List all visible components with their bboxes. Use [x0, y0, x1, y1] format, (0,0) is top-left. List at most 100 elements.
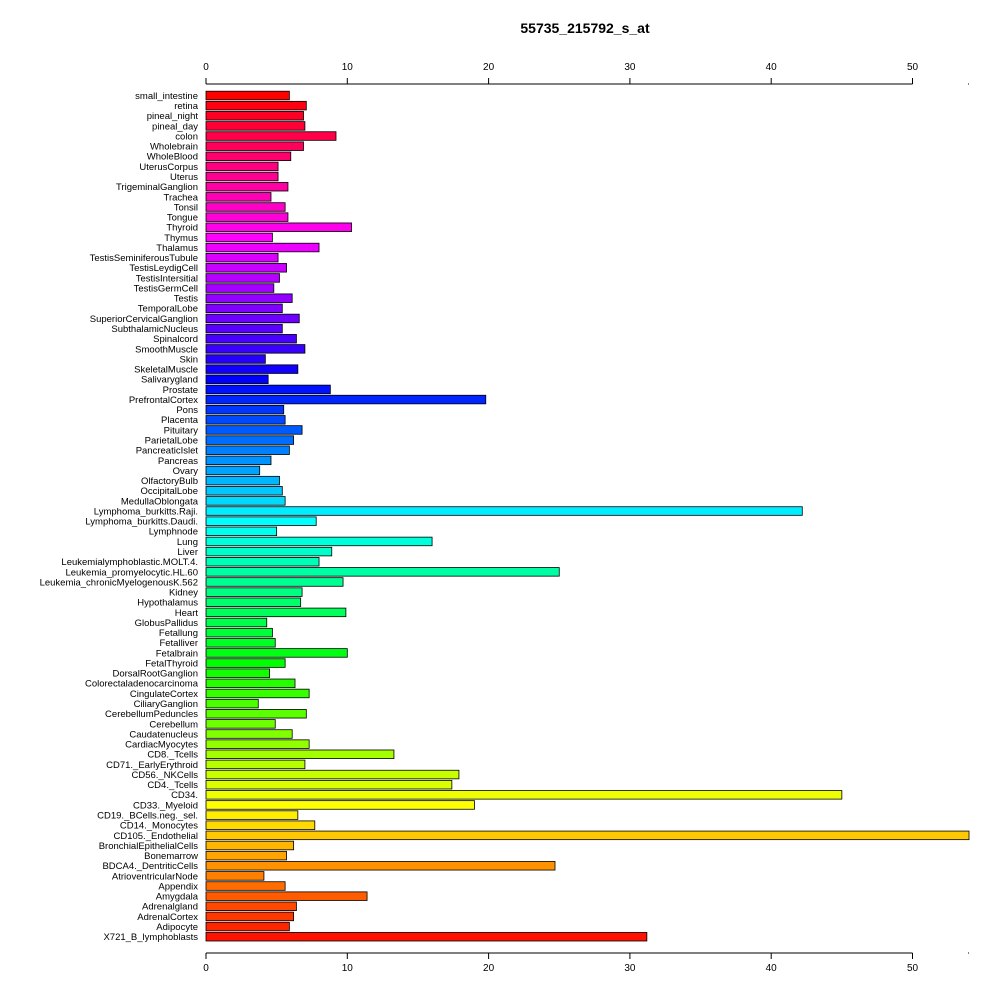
top-axis: 0 10 20 30 40 50: [203, 62, 970, 85]
bar: [205, 891, 368, 901]
bar: [205, 658, 286, 668]
bar: [205, 161, 279, 172]
top-axis-tick-label: 0: [203, 62, 209, 73]
category-label: Fetallung: [159, 628, 198, 639]
bar: [205, 394, 487, 405]
category-label: Leukemialymphoblastic.MOLT.4.: [61, 557, 198, 568]
bar: [205, 587, 303, 597]
bar: [205, 404, 285, 415]
category-label: Cerebellum: [149, 719, 198, 730]
category-label: Thymus: [164, 233, 198, 244]
bottom-axis-tick-label: 10: [342, 963, 354, 974]
category-label: Heart: [175, 608, 199, 619]
category-label: TemporalLobe: [138, 304, 198, 315]
bar: [205, 313, 300, 324]
category-label: CD14._Monocytes: [120, 821, 198, 832]
bar: [205, 364, 299, 374]
bottom-axis-tick-label: 0: [203, 963, 209, 974]
category-label: retina: [174, 101, 198, 112]
top-axis-tick-label: 30: [624, 62, 636, 73]
bar: [205, 151, 292, 162]
bar: [205, 729, 293, 739]
category-label: Placenta: [161, 415, 199, 426]
category-label: Skin: [180, 354, 198, 365]
bar: [205, 739, 310, 749]
bar: [205, 242, 320, 253]
category-label: CD8._Tcells: [147, 750, 198, 761]
category-label: Fetalbrain: [156, 648, 198, 659]
bar: [205, 303, 283, 314]
category-label: TestisLeydigCell: [129, 263, 198, 274]
category-label: small_intestine: [135, 91, 198, 102]
category-label: UterusCorpus: [139, 162, 198, 173]
category-label: CD105._Endothelial: [113, 831, 198, 842]
bar: [205, 617, 268, 628]
category-label: Lymphnode: [149, 527, 198, 538]
bar: [205, 182, 289, 192]
bar: [205, 263, 287, 273]
category-label: Ovary: [173, 466, 199, 477]
bar: [205, 192, 272, 202]
category-label: Uterus: [170, 172, 198, 183]
bar: [205, 557, 320, 567]
category-label: CerebellumPeduncles: [105, 709, 198, 720]
bar: [205, 202, 286, 212]
category-label: pineal_day: [152, 121, 198, 132]
bar: [205, 455, 272, 466]
category-label: Amygdala: [156, 892, 199, 903]
bar: [205, 577, 344, 587]
bar: [205, 830, 970, 841]
category-label: WholeBlood: [147, 152, 198, 163]
category-label: SubthalamicNucleus: [111, 324, 198, 335]
category-label: TestisSeminiferousTubule: [90, 253, 198, 264]
bar: [205, 465, 261, 476]
category-label: Leukemia_promyelocytic.HL.60: [65, 567, 198, 578]
bar: [205, 445, 290, 455]
category-label: CD56._NKCells: [131, 770, 198, 781]
bar: [205, 810, 299, 820]
category-label: CingulateCortex: [130, 689, 198, 700]
bar: [205, 607, 347, 618]
bottom-axis-tick-label: 50: [907, 963, 919, 974]
bar: [205, 668, 270, 678]
bottom-axis-tick-label: 30: [624, 963, 636, 974]
category-label: Lymphoma_burkitts.Raji.: [94, 506, 198, 517]
bar: [205, 232, 273, 243]
bar: [205, 344, 306, 354]
bar: [205, 496, 286, 506]
category-label: Fetalliver: [159, 638, 198, 649]
category-label: Tonsil: [174, 202, 198, 213]
bar: [205, 384, 331, 395]
category-label: ParietalLobe: [145, 435, 198, 446]
top-axis-tick-label: 20: [483, 62, 495, 73]
bar: [205, 131, 337, 141]
bar: [205, 100, 307, 111]
category-label: TestisGermCell: [134, 283, 198, 294]
bar: [205, 536, 433, 547]
category-label: CD71._EarlyErythroid: [106, 760, 198, 771]
category-label: BDCA4._DentriticCells: [102, 861, 198, 872]
bar: [205, 546, 333, 557]
bottom-axis-end-mark: [968, 952, 970, 954]
bar: [205, 121, 306, 131]
top-axis-tick-label: 10: [342, 62, 354, 73]
category-label: Lung: [177, 537, 198, 548]
bar: [205, 719, 276, 729]
bar: [205, 759, 306, 770]
category-label: Spinalcord: [153, 334, 198, 345]
bar: [205, 506, 803, 516]
bar: [205, 354, 266, 364]
bar: [205, 141, 304, 151]
bar: [205, 881, 286, 891]
bar: [205, 800, 475, 810]
bar: [205, 475, 280, 486]
bar: [205, 911, 295, 922]
category-label: OlfactoryBulb: [141, 476, 198, 487]
bottom-axis-tick-label: 40: [766, 963, 778, 974]
category-label: CiliaryGanglion: [134, 699, 198, 710]
category-label: TestisIntersitial: [136, 273, 198, 284]
bar: [205, 769, 460, 780]
category-label: Prostate: [163, 385, 198, 396]
category-label: Pancreas: [158, 456, 198, 467]
